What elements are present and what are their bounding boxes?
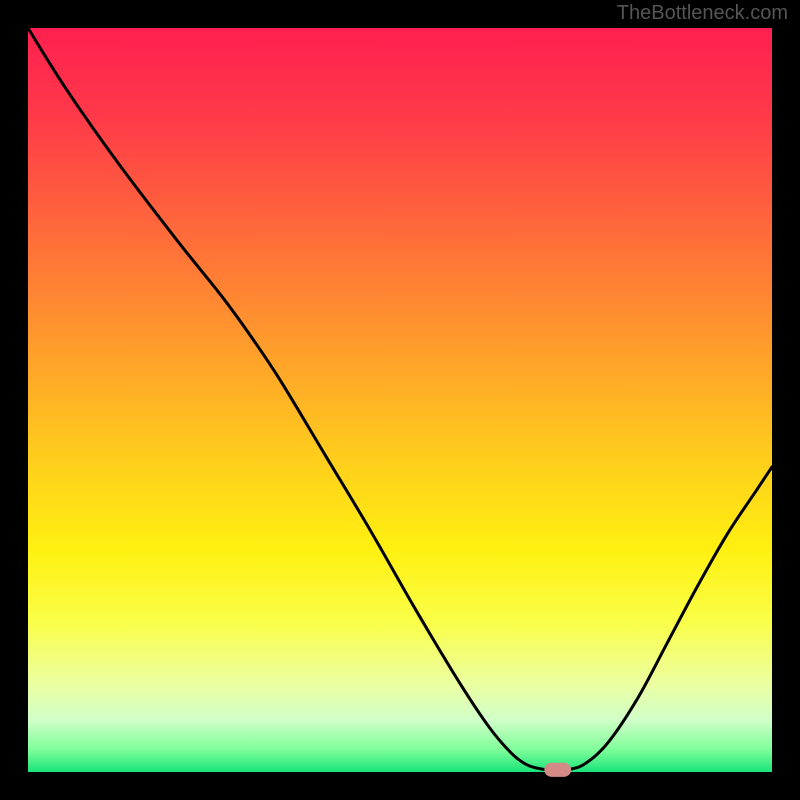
bottleneck-chart: [0, 0, 800, 800]
attribution-label: TheBottleneck.com: [617, 2, 788, 25]
optimal-marker: [544, 763, 571, 777]
chart-container: TheBottleneck.com: [0, 0, 800, 800]
plot-background: [28, 28, 772, 772]
